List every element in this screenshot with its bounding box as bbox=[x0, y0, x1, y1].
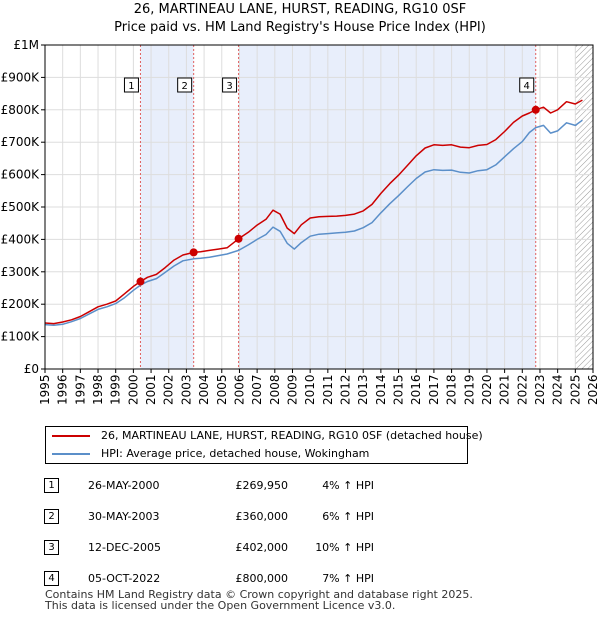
sale-price: £402,000 bbox=[235, 541, 289, 554]
x-tick-label: 2023 bbox=[533, 374, 547, 405]
sale-number-badge: 4 bbox=[44, 571, 59, 586]
legend-item-hpi: HPI: Average price, detached house, Woki… bbox=[46, 445, 467, 463]
x-tick-label: 2014 bbox=[374, 374, 388, 405]
sale-number-label: 2 bbox=[181, 81, 187, 92]
sale-number-label: 4 bbox=[524, 81, 530, 92]
x-tick-label: 1998 bbox=[91, 374, 105, 405]
x-tick-label: 1997 bbox=[73, 374, 87, 405]
sale-number-box bbox=[222, 77, 238, 93]
x-tick-label: 2013 bbox=[356, 374, 370, 405]
sale-number-box bbox=[123, 77, 139, 93]
y-tick-label: £700K bbox=[1, 135, 41, 149]
footer-line-licence: This data is licensed under the Open Gov… bbox=[45, 599, 396, 612]
hpi-line-swatch bbox=[52, 453, 90, 455]
sale-date: 05-OCT-2022 bbox=[88, 572, 161, 585]
y-axis-ticks: £0 £100K £200K £300K £400K £500K £600K £700K £80… bbox=[1, 38, 45, 376]
x-axis-ticks: 1995 1996 1997 1998 1999 2000 2001 2002 2003 2004… bbox=[38, 369, 600, 405]
x-tick-label: 2010 bbox=[303, 374, 317, 405]
table-row: 1 26-MAY-2000 £269,950 4% ↑ HPI bbox=[44, 470, 374, 501]
sale-number-labels: 1 2 3 4 bbox=[123, 77, 535, 93]
x-tick-label: 2007 bbox=[250, 374, 264, 405]
property-line-swatch bbox=[52, 435, 90, 437]
sale-date: 30-MAY-2003 bbox=[88, 510, 160, 523]
x-tick-label: 2016 bbox=[409, 374, 423, 405]
sale-point bbox=[189, 248, 198, 257]
sale-points bbox=[136, 105, 540, 286]
x-tick-label: 2012 bbox=[339, 374, 353, 405]
price-chart: 26, MARTINEAU LANE, HURST, READING, RG10… bbox=[1, 2, 600, 405]
x-tick-label: 2022 bbox=[515, 374, 529, 405]
x-tick-label: 2002 bbox=[162, 374, 176, 405]
y-tick-label: £600K bbox=[1, 168, 41, 182]
chart-subtitle: Price paid vs. HM Land Registry's House … bbox=[114, 20, 486, 35]
legend-hpi-label: HPI: Average price, detached house, Woki… bbox=[101, 447, 370, 460]
footer-line-copyright: Contains HM Land Registry data © Crown c… bbox=[45, 588, 473, 601]
sale-price: £800,000 bbox=[235, 572, 289, 585]
sale-price: £269,950 bbox=[235, 479, 289, 492]
sales-table: 1 26-MAY-2000 £269,950 4% ↑ HPI 2 30-MAY… bbox=[44, 470, 374, 594]
y-tick-label: £400K bbox=[1, 232, 41, 246]
property-price-line bbox=[44, 99, 583, 325]
y-tick-label: £300K bbox=[1, 265, 41, 279]
table-row: 3 12-DEC-2005 £402,000 10% ↑ HPI bbox=[44, 532, 374, 563]
chart-title: 26, MARTINEAU LANE, HURST, READING, RG10… bbox=[134, 2, 467, 17]
legend-item-property: 26, MARTINEAU LANE, HURST, READING, RG10… bbox=[46, 427, 483, 445]
series-lines bbox=[44, 99, 583, 327]
sale-marker-lines bbox=[139, 45, 537, 369]
x-tick-label: 1999 bbox=[109, 374, 123, 405]
x-tick-label: 2026 bbox=[586, 374, 600, 405]
x-tick-label: 2009 bbox=[285, 374, 299, 405]
y-tick-label: £900K bbox=[1, 70, 41, 84]
x-tick-label: 1995 bbox=[38, 374, 52, 405]
y-tick-label: £200K bbox=[1, 297, 41, 311]
x-tick-label: 2006 bbox=[232, 374, 246, 405]
legend: 26, MARTINEAU LANE, HURST, READING, RG10… bbox=[45, 426, 483, 464]
sale-number-badge: 2 bbox=[44, 509, 59, 524]
footer-attribution: Contains HM Land Registry data © Crown c… bbox=[45, 589, 473, 611]
x-tick-label: 2004 bbox=[197, 374, 211, 405]
hpi-line bbox=[44, 119, 583, 327]
x-tick-label: 2005 bbox=[215, 374, 229, 405]
x-tick-label: 2008 bbox=[268, 374, 282, 405]
x-tick-label: 2003 bbox=[179, 374, 193, 405]
x-tick-label: 2025 bbox=[568, 374, 582, 405]
sale-number-label: 3 bbox=[226, 81, 232, 92]
x-tick-label: 2019 bbox=[462, 374, 476, 405]
sale-hpi-change: 4% ↑ HPI bbox=[322, 479, 374, 492]
sale-point bbox=[234, 234, 243, 243]
sale-number-box bbox=[519, 77, 535, 93]
x-tick-label: 2017 bbox=[427, 374, 441, 405]
y-tick-label: £800K bbox=[1, 103, 41, 117]
sale-number-badge: 1 bbox=[44, 478, 59, 493]
sale-hpi-change: 7% ↑ HPI bbox=[322, 572, 374, 585]
x-tick-label: 1996 bbox=[56, 374, 70, 405]
y-tick-label: £0 bbox=[24, 362, 39, 376]
x-tick-label: 2020 bbox=[480, 374, 494, 405]
x-tick-label: 2015 bbox=[392, 374, 406, 405]
sale-point bbox=[136, 277, 145, 286]
table-row: 4 05-OCT-2022 £800,000 7% ↑ HPI bbox=[44, 563, 374, 594]
x-tick-label: 2018 bbox=[445, 374, 459, 405]
sale-number-badge: 3 bbox=[44, 540, 59, 555]
x-tick-label: 2000 bbox=[126, 374, 140, 405]
x-tick-label: 2024 bbox=[551, 374, 565, 405]
y-tick-label: £100K bbox=[1, 330, 41, 344]
y-tick-label: £500K bbox=[1, 200, 41, 214]
legend-property-label: 26, MARTINEAU LANE, HURST, READING, RG10… bbox=[101, 429, 483, 442]
x-tick-label: 2001 bbox=[144, 374, 158, 405]
x-tick-label: 2021 bbox=[498, 374, 512, 405]
table-row: 2 30-MAY-2003 £360,000 6% ↑ HPI bbox=[44, 501, 374, 532]
sale-number-box bbox=[177, 77, 193, 93]
sale-point bbox=[531, 105, 540, 114]
sale-number-label: 1 bbox=[128, 81, 134, 92]
y-tick-label: £1M bbox=[13, 38, 39, 52]
sale-date: 12-DEC-2005 bbox=[88, 541, 162, 554]
x-tick-label: 2011 bbox=[321, 374, 335, 405]
sale-price: £360,000 bbox=[235, 510, 289, 523]
sale-hpi-change: 10% ↑ HPI bbox=[315, 541, 374, 554]
sale-date: 26-MAY-2000 bbox=[88, 479, 160, 492]
sale-hpi-change: 6% ↑ HPI bbox=[322, 510, 374, 523]
